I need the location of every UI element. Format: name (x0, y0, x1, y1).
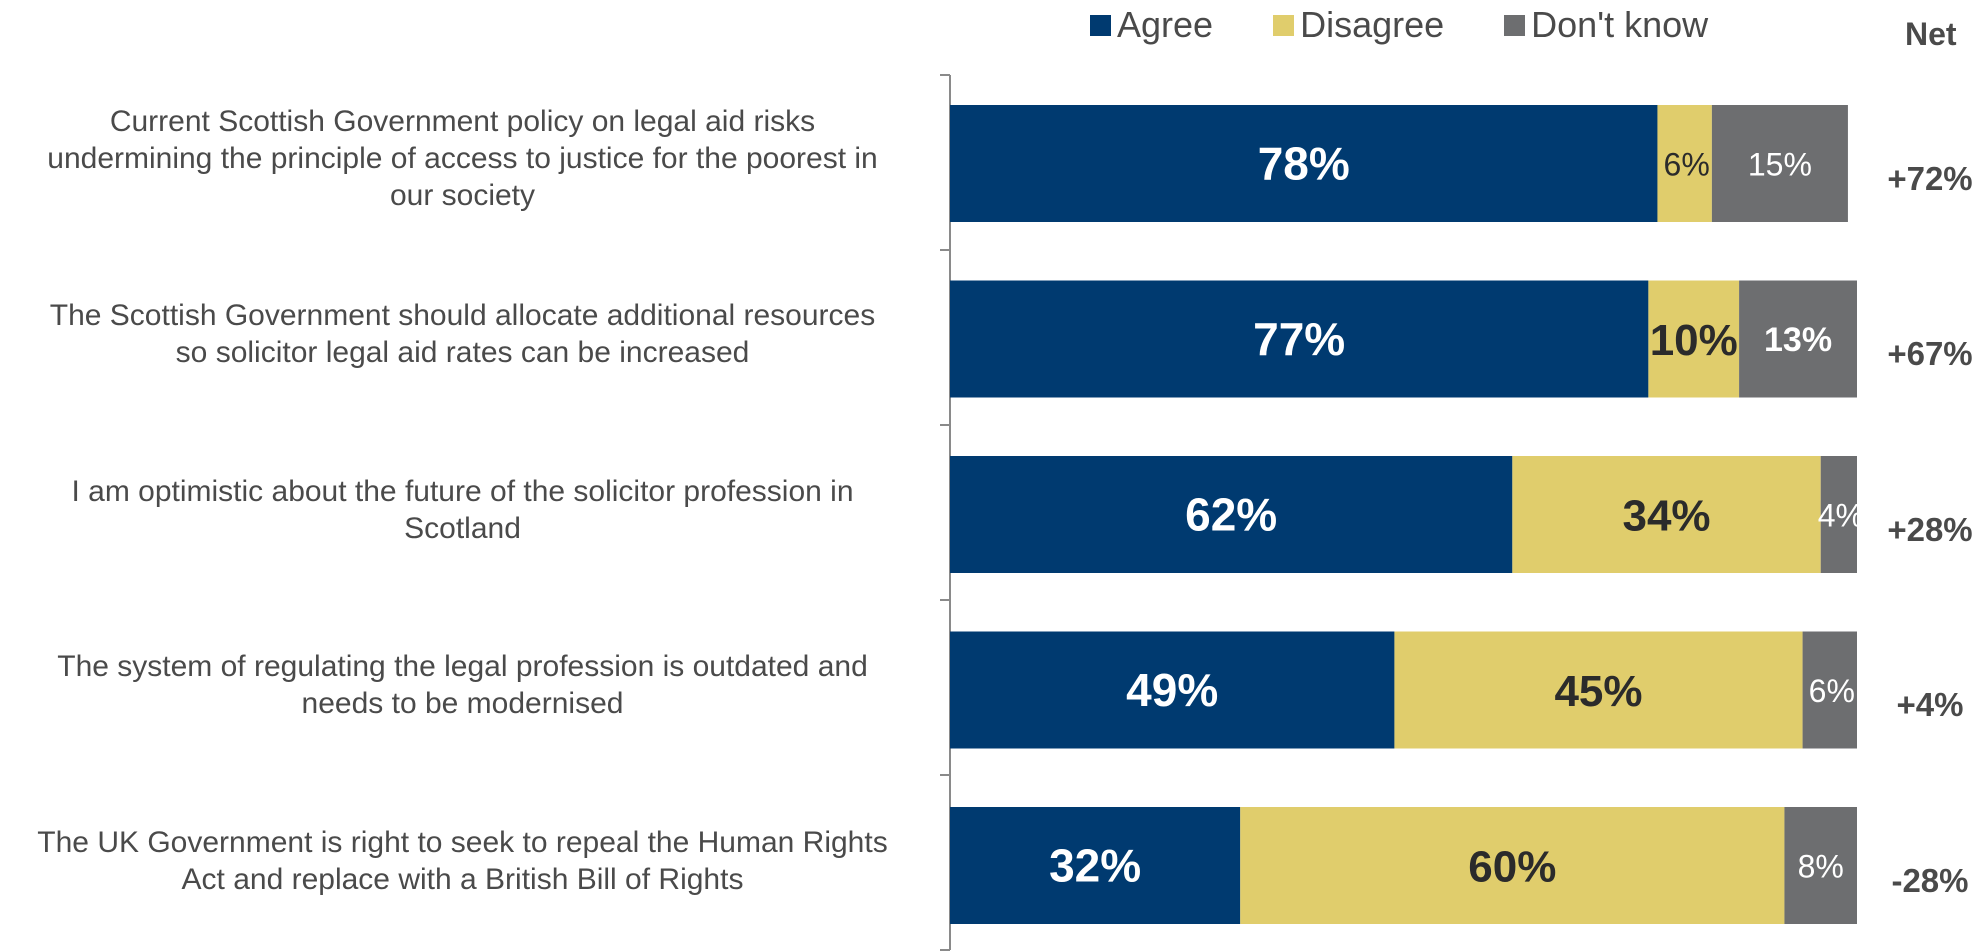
net-value-5: -28% (1891, 861, 1969, 899)
bar-dont-know-5 (1784, 807, 1857, 924)
data-label-disagree-4: 45% (1554, 667, 1642, 716)
category-label-line: The UK Government is right to seek to re… (37, 825, 888, 859)
data-label-disagree-3: 34% (1622, 492, 1710, 541)
bar-agree-3 (950, 456, 1513, 573)
bar-disagree-1 (1657, 105, 1712, 222)
category-label-3: I am optimistic about the future of the … (0, 456, 925, 563)
bar-disagree-4 (1394, 631, 1803, 749)
legend-label-agree: Agree (1117, 4, 1214, 45)
category-label-text: The system of regulating the legal profe… (57, 648, 868, 722)
net-value-2: +67% (1887, 335, 1973, 372)
net-value-3: +28% (1887, 510, 1973, 548)
category-label-line: so solicitor legal aid rates can be incr… (175, 336, 750, 369)
category-label-text: Current Scottish Government policy on le… (47, 103, 877, 214)
category-label-line: Scotland (404, 511, 521, 545)
data-label-dont-know-4: 6% (1809, 673, 1855, 709)
category-label-2: The Scottish Government should allocate … (0, 281, 925, 388)
bar-dont-know-3 (1820, 456, 1857, 573)
bar-dont-know-2 (1739, 280, 1857, 398)
data-label-disagree-5: 60% (1468, 843, 1556, 892)
data-label-disagree-2: 10% (1650, 316, 1738, 365)
bar-dont-know-1 (1711, 105, 1848, 222)
category-label-line: our society (389, 179, 536, 212)
bar-dont-know-4 (1802, 631, 1857, 749)
bar-disagree-2 (1648, 280, 1740, 398)
legend-label-disagree: Disagree (1300, 4, 1445, 45)
bar-agree-4 (950, 631, 1395, 749)
legend-item-dont-know: Don't know (1504, 4, 1708, 46)
data-label-disagree-1: 6% (1664, 147, 1710, 183)
bar-agree-2 (950, 280, 1649, 398)
data-label-agree-4: 49% (1126, 664, 1218, 716)
bar-agree-1 (950, 105, 1658, 222)
bar-agree-5 (950, 807, 1241, 924)
category-label-text: The UK Government is right to seek to re… (37, 824, 887, 898)
net-value-4: +4% (1896, 686, 1964, 723)
data-label-agree-5: 32% (1049, 840, 1141, 892)
category-label-line: I am optimistic about the future of the … (71, 474, 854, 508)
category-label-line: undermining the principle of access to j… (47, 142, 878, 175)
category-label-line: The system of regulating the legal profe… (57, 650, 868, 683)
category-label-5: The UK Government is right to seek to re… (0, 807, 925, 914)
data-label-dont-know-3: 4% (1818, 498, 1864, 534)
bar-disagree-3 (1512, 456, 1821, 573)
category-label-text: The Scottish Government should allocate … (50, 297, 875, 371)
data-label-agree-2: 77% (1253, 313, 1345, 365)
legend-item-agree: Agree (1090, 4, 1213, 46)
data-label-agree-3: 62% (1185, 489, 1277, 541)
data-label-dont-know-1: 15% (1748, 147, 1812, 183)
bar-disagree-5 (1240, 807, 1785, 924)
legend-label-dont-know: Don't know (1531, 4, 1709, 45)
category-label-1: Current Scottish Government policy on le… (0, 105, 925, 212)
legend-swatch-disagree (1273, 14, 1295, 36)
category-label-line: Current Scottish Government policy on le… (109, 105, 816, 138)
legend: Agree Disagree Don't know (1090, 4, 1768, 46)
legend-swatch-dont-know (1504, 14, 1526, 36)
data-label-dont-know-5: 8% (1798, 849, 1844, 885)
category-label-4: The system of regulating the legal profe… (0, 632, 925, 739)
category-label-line: The Scottish Government should allocate … (49, 299, 876, 332)
net-value-1: +72% (1887, 159, 1973, 197)
data-label-dont-know-2: 13% (1764, 321, 1832, 359)
legend-swatch-agree (1090, 14, 1111, 36)
category-label-line: needs to be modernised (301, 687, 624, 720)
category-label-line: Act and replace with a British Bill of R… (181, 862, 744, 896)
data-label-agree-1: 78% (1258, 138, 1350, 190)
net-column-header: Net (1905, 16, 1957, 52)
legend-item-disagree: Disagree (1273, 4, 1444, 46)
category-label-text: I am optimistic about the future of the … (71, 473, 853, 547)
